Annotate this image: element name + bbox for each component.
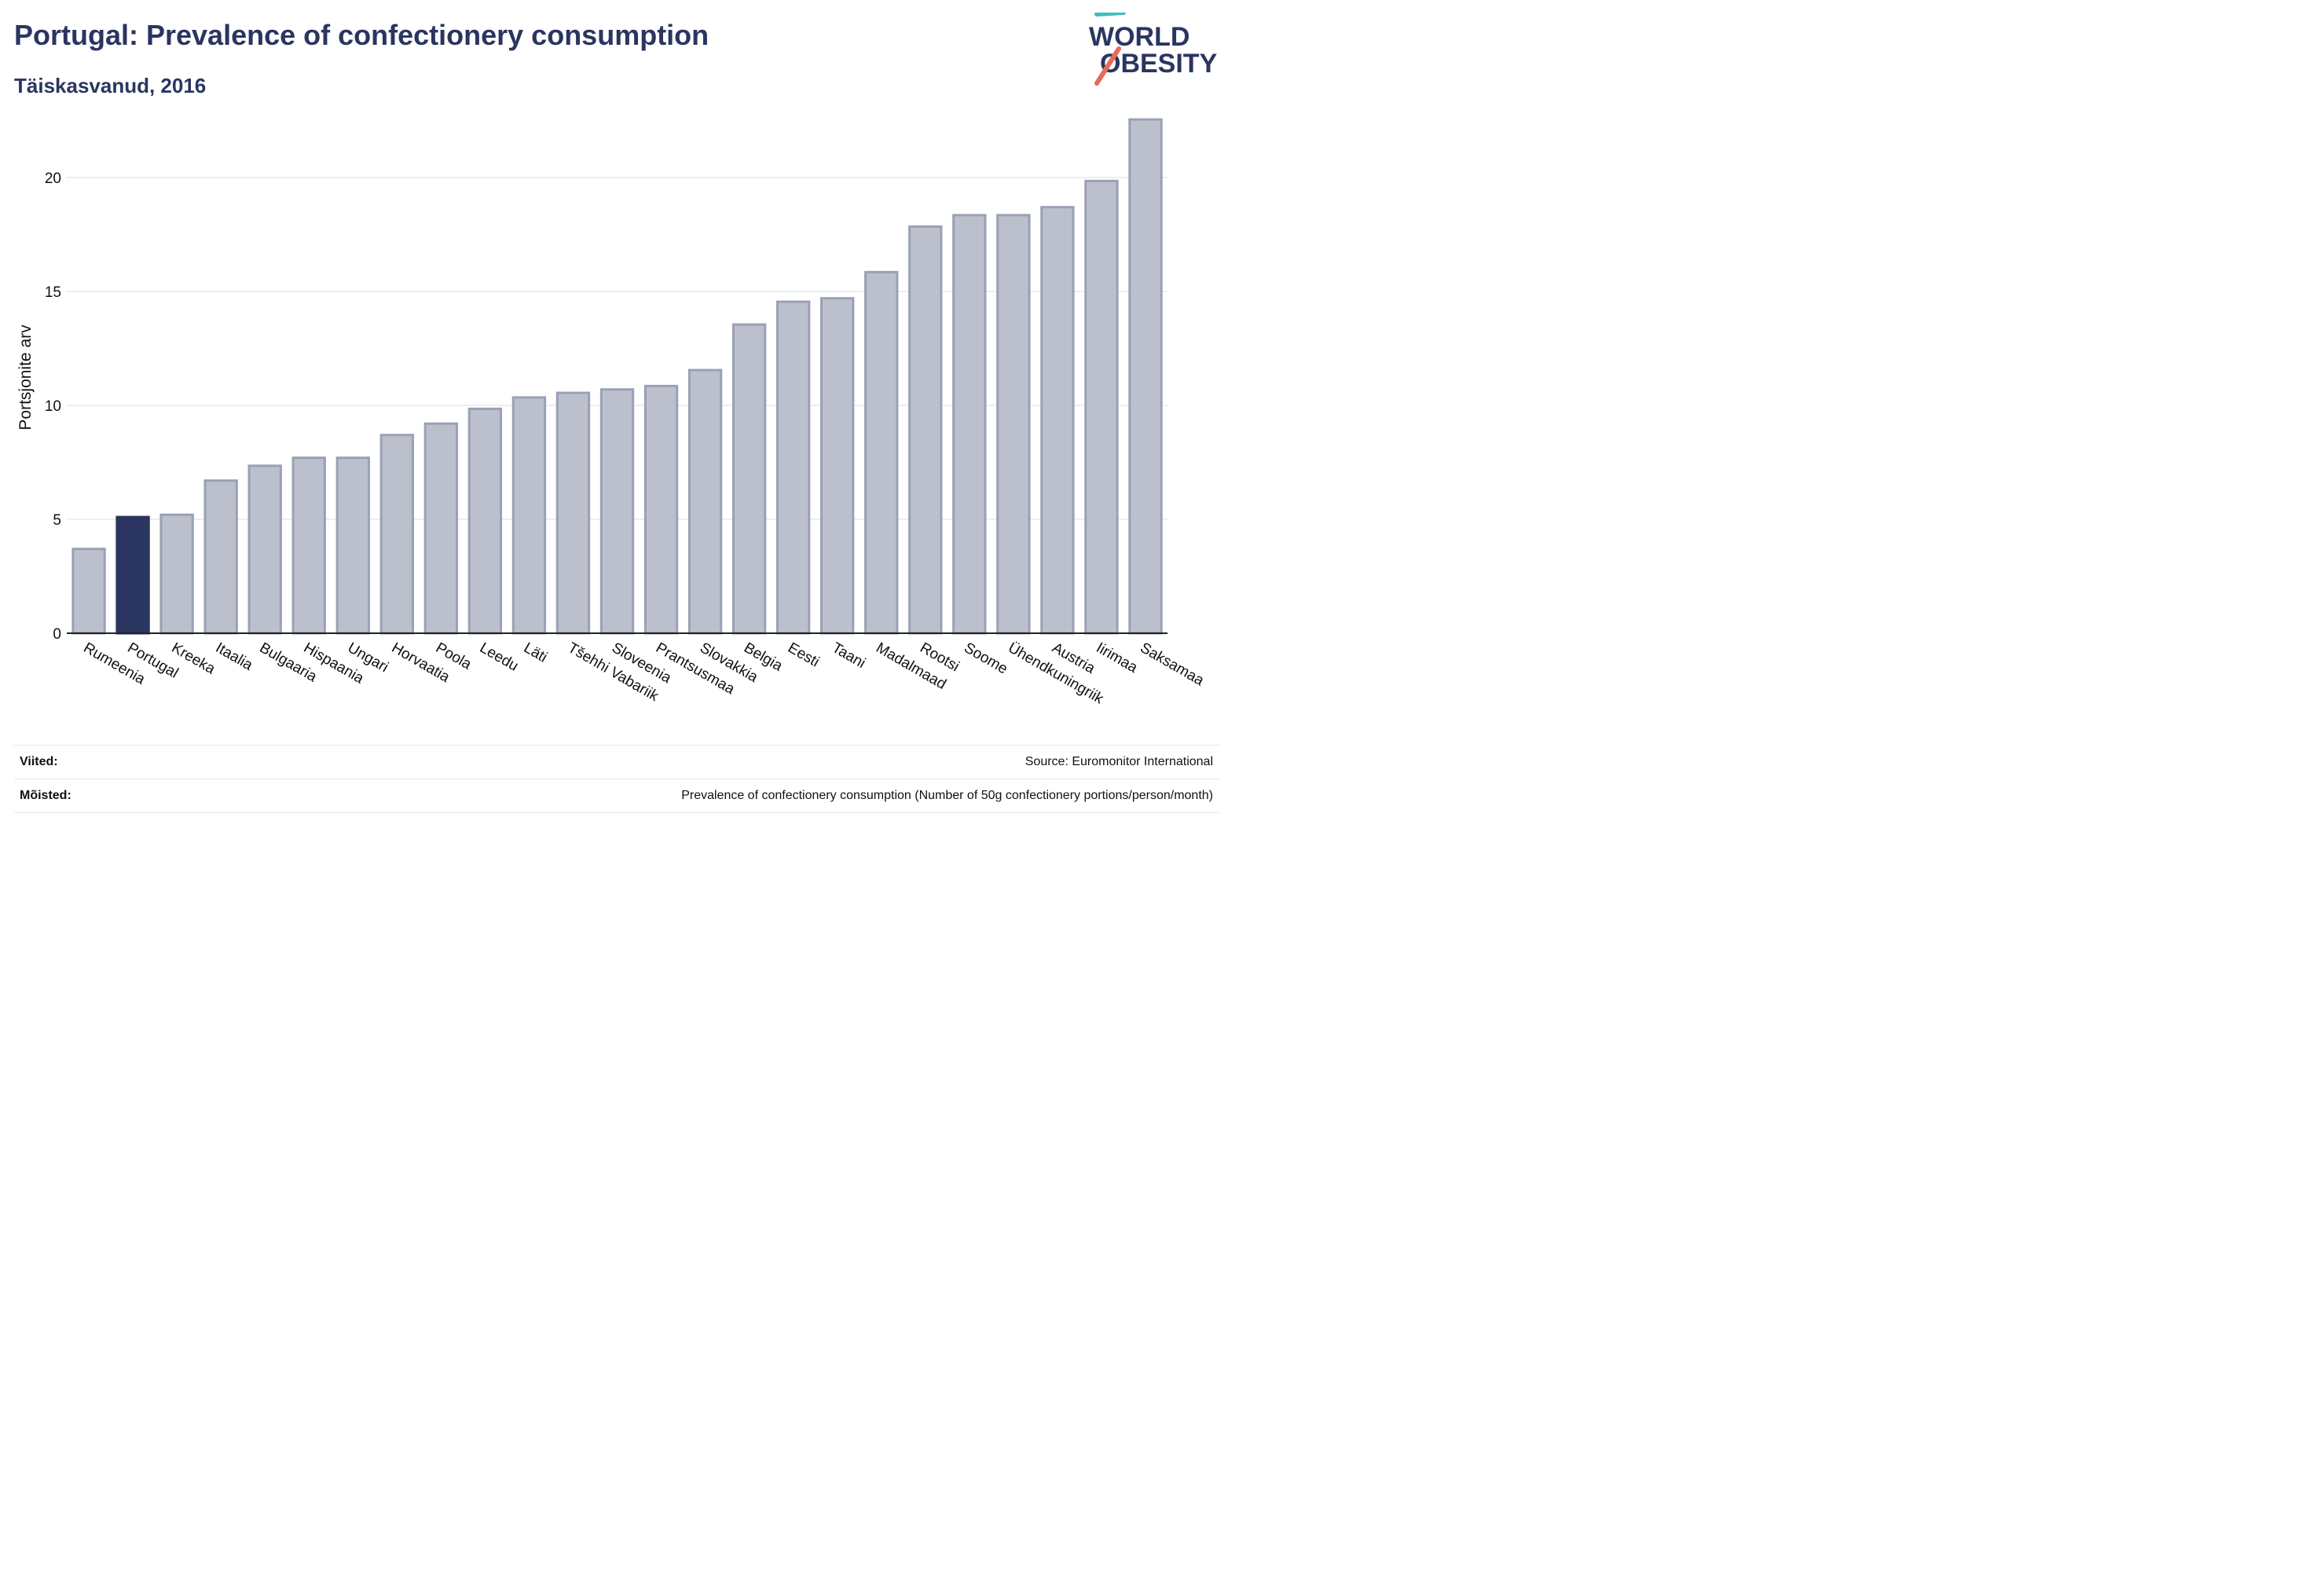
bar xyxy=(599,388,635,635)
footer-divider xyxy=(14,812,1219,813)
references-label: Viited: xyxy=(20,755,58,768)
page-subtitle: Täiskasvanud, 2016 xyxy=(14,74,207,97)
references-value: Source: Euromonitor International xyxy=(1025,755,1213,768)
y-tick-label: 20 xyxy=(45,170,61,187)
page-title: Portugal: Prevalence of confectionery co… xyxy=(14,19,709,51)
bar xyxy=(335,456,370,635)
x-tick-label: Saksamaa xyxy=(1137,640,1207,689)
bar xyxy=(864,270,899,635)
world-obesity-logo: WORLD OBESITY xyxy=(1089,13,1218,86)
y-axis-label: Portsjonite arv xyxy=(16,324,35,431)
x-tick-label: Soome xyxy=(961,640,1010,677)
logo-slash-coral xyxy=(1094,46,1121,86)
bar xyxy=(643,384,679,635)
bar xyxy=(511,396,547,635)
x-tick-label: Taani xyxy=(829,640,868,672)
bar xyxy=(820,297,855,635)
y-tick-label: 10 xyxy=(45,398,61,415)
footer-references-row: Viited: Source: Euromonitor Internationa… xyxy=(14,745,1219,779)
x-tick-label: Itaalia xyxy=(213,640,256,674)
bar xyxy=(687,368,723,635)
bar xyxy=(908,225,943,635)
bar xyxy=(1040,206,1075,635)
bar xyxy=(731,323,767,635)
bar xyxy=(115,515,150,635)
logo-slash-teal xyxy=(1094,13,1126,16)
x-tick-label: Eesti xyxy=(785,640,822,670)
bar xyxy=(1128,118,1163,635)
bar xyxy=(203,479,238,635)
footer-definitions-row: Mõisted: Prevalence of confectionery con… xyxy=(14,779,1219,813)
bar xyxy=(952,214,987,635)
x-tick-label: Iirimaa xyxy=(1093,640,1140,676)
bar xyxy=(291,456,326,635)
bar xyxy=(775,300,811,635)
bar xyxy=(1084,179,1119,635)
logo-word-world: WORLD xyxy=(1089,22,1189,52)
y-tick-label: 5 xyxy=(53,512,61,529)
bar xyxy=(379,434,414,635)
definitions-label: Mõisted: xyxy=(20,789,71,802)
bar xyxy=(996,214,1031,635)
bar xyxy=(555,391,591,635)
x-tick-label: Läti xyxy=(521,640,550,666)
bar xyxy=(71,548,106,635)
bar xyxy=(423,422,459,635)
bar xyxy=(159,513,194,635)
y-tick-label: 15 xyxy=(45,284,61,301)
definitions-value: Prevalence of confectionery consumption … xyxy=(681,789,1213,802)
logo-word-obesity: OBESITY xyxy=(1100,49,1218,79)
bar xyxy=(247,464,282,635)
y-tick-label: 0 xyxy=(53,626,61,643)
bar xyxy=(467,407,503,635)
x-tick-label: Leedu xyxy=(477,640,521,675)
